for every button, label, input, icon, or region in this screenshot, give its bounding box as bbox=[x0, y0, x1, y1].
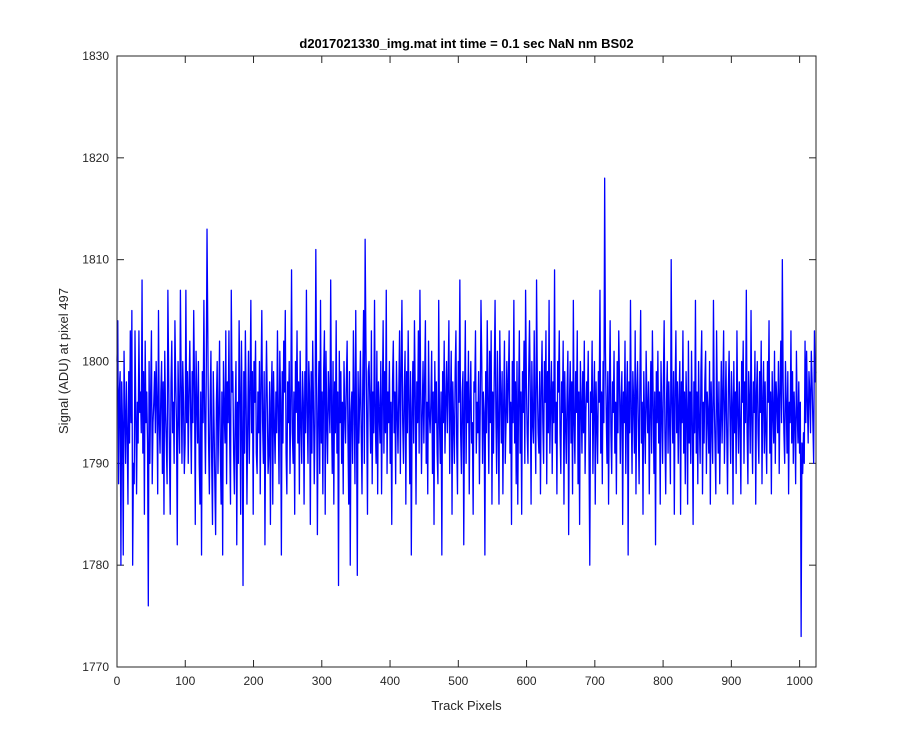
x-tick-label: 100 bbox=[175, 674, 195, 688]
plot-area bbox=[117, 56, 816, 667]
series-line bbox=[116, 177, 817, 638]
y-tick-label: 1780 bbox=[82, 558, 109, 572]
x-tick-label: 600 bbox=[517, 674, 537, 688]
x-tick-label: 900 bbox=[721, 674, 741, 688]
y-tick-label: 1770 bbox=[82, 660, 109, 674]
x-tick-label: 300 bbox=[312, 674, 332, 688]
x-tick-label: 500 bbox=[448, 674, 468, 688]
y-tick-label: 1790 bbox=[82, 456, 109, 470]
x-tick-label: 0 bbox=[114, 674, 121, 688]
y-axis-label: Signal (ADU) at pixel 497 bbox=[56, 288, 71, 434]
x-tick-label: 200 bbox=[244, 674, 264, 688]
y-tick-label: 1830 bbox=[82, 49, 109, 63]
axes-box bbox=[116, 55, 817, 668]
x-tick-label: 1000 bbox=[786, 674, 813, 688]
x-tick-label: 800 bbox=[653, 674, 673, 688]
x-tick-label: 700 bbox=[585, 674, 605, 688]
chart-title: d2017021330_img.mat int time = 0.1 sec N… bbox=[299, 36, 633, 51]
x-axis-label: Track Pixels bbox=[431, 698, 502, 713]
y-tick-label: 1820 bbox=[82, 151, 109, 165]
y-tick-label: 1800 bbox=[82, 355, 109, 369]
y-tick-label: 1810 bbox=[82, 253, 109, 267]
x-tick-label: 400 bbox=[380, 674, 400, 688]
